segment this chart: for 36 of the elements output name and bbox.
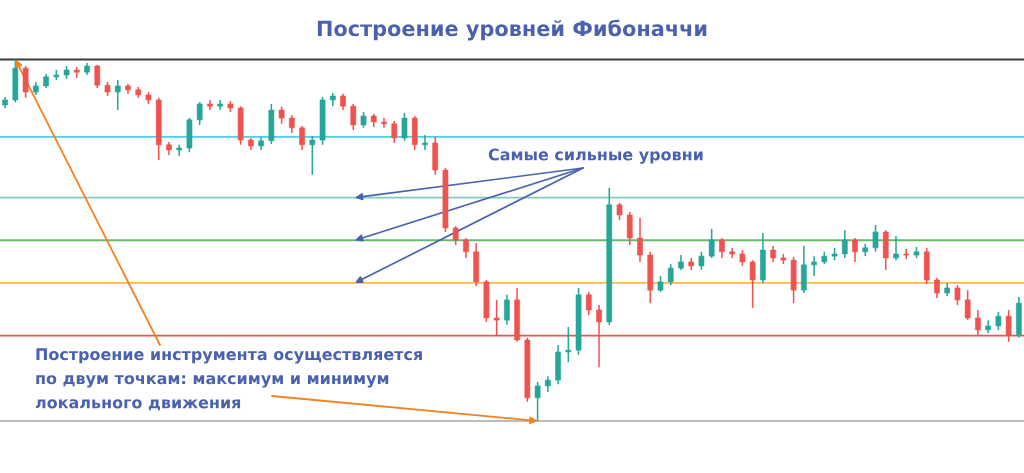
candlestick <box>626 211 633 246</box>
candlestick <box>565 326 572 363</box>
candlestick <box>698 251 705 271</box>
candlestick <box>637 217 643 263</box>
candlestick <box>585 291 592 316</box>
candlestick <box>534 381 541 421</box>
candlestick <box>114 79 121 111</box>
candlestick <box>903 248 910 260</box>
candlestick <box>964 289 971 321</box>
candlestick <box>299 125 305 151</box>
candlestick <box>667 263 674 286</box>
candlestick <box>708 228 715 259</box>
candlestick <box>463 237 469 259</box>
annotation: Построение инструмента осуществляется по двум точкам: максимум и минимум локального движения <box>35 348 422 411</box>
annotation: Самые сильные уровни <box>488 148 703 164</box>
candlestick <box>954 284 961 306</box>
candlestick <box>391 120 398 144</box>
candlestick <box>350 103 357 131</box>
candlestick <box>22 65 29 99</box>
candlestick <box>749 259 756 309</box>
candlestick <box>811 255 817 277</box>
candlestick <box>872 224 879 253</box>
candlestick <box>452 225 459 246</box>
candlestick <box>381 117 387 129</box>
candlestick <box>852 237 858 263</box>
chart-title: Построение уровней Фибоначчи <box>317 19 707 41</box>
candlestick <box>401 112 408 142</box>
candlestick <box>196 101 203 126</box>
candlestick <box>841 229 848 259</box>
candlestick <box>719 237 725 259</box>
candlestick <box>934 277 940 299</box>
candlestick <box>309 135 316 176</box>
candlestick <box>504 294 510 326</box>
candlestick <box>995 311 1002 331</box>
candlestick <box>893 235 899 261</box>
candlestick <box>422 134 428 151</box>
